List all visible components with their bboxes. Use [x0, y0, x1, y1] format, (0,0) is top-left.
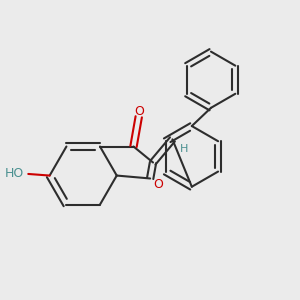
Text: H: H: [180, 144, 189, 154]
Text: HO: HO: [5, 167, 24, 180]
Text: O: O: [134, 104, 144, 118]
Text: O: O: [153, 178, 163, 191]
